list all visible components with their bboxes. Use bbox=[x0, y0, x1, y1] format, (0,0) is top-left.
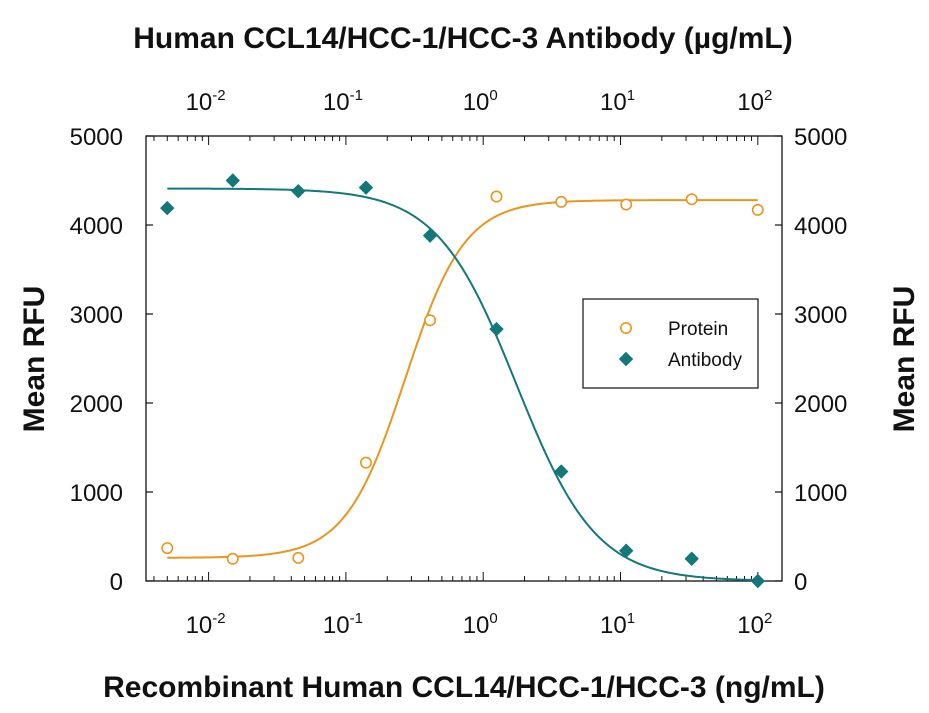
axis-ticks: 0 0 1000 1000 2000 2000 3000 3000 4000 4000 5000 50… bbox=[70, 87, 848, 639]
x-tick-label-top: 100 bbox=[463, 87, 498, 116]
protein-point bbox=[490, 190, 503, 203]
antibody-point bbox=[422, 228, 438, 243]
data-points bbox=[160, 173, 766, 589]
legend-label-antibody: Antibody bbox=[668, 350, 742, 371]
fit-curve-protein bbox=[167, 199, 758, 559]
antibody-point bbox=[750, 573, 766, 589]
legend-marker-antibody bbox=[618, 351, 634, 367]
x-tick-label-bottom: 10-2 bbox=[186, 610, 226, 639]
antibody-point bbox=[489, 321, 504, 337]
x-tick-label-bottom: 100 bbox=[463, 610, 498, 639]
x-tick-label-top: 101 bbox=[600, 87, 635, 116]
antibody-point bbox=[291, 183, 306, 199]
chart-title: Human CCL14/HCC-1/HCC-3 Antibody (µg/mL) bbox=[133, 22, 793, 55]
legend-box bbox=[582, 298, 759, 389]
protein-point bbox=[555, 195, 568, 208]
x-axis-label: Recombinant Human CCL14/HCC-1/HCC-3 (ng/… bbox=[103, 671, 825, 704]
y-tick-label-left: 4000 bbox=[70, 213, 123, 240]
protein-point bbox=[226, 552, 239, 565]
fit-curve-antibody bbox=[167, 187, 758, 582]
y-tick-label-left: 1000 bbox=[70, 480, 123, 507]
y-tick-label-left: 2000 bbox=[70, 391, 123, 418]
y-axis-label-left: Mean RFU bbox=[18, 286, 51, 433]
antibody-point bbox=[684, 551, 699, 566]
y-tick-label-right: 0 bbox=[794, 569, 807, 596]
x-tick-label-top: 10-1 bbox=[323, 87, 363, 116]
y-axis-label-right: Mean RFU bbox=[888, 286, 921, 433]
legend-label-protein: Protein bbox=[668, 319, 728, 340]
y-tick-label-left: 5000 bbox=[70, 124, 123, 151]
x-tick-label-top: 102 bbox=[737, 87, 772, 116]
y-tick-label-right: 1000 bbox=[794, 480, 847, 507]
y-tick-label-left: 3000 bbox=[70, 302, 123, 329]
protein-point bbox=[161, 542, 174, 555]
antibody-point bbox=[225, 173, 240, 188]
fit-curves bbox=[167, 187, 758, 582]
protein-point bbox=[424, 314, 437, 327]
protein-point bbox=[359, 456, 372, 469]
y-tick-label-right: 5000 bbox=[794, 124, 847, 151]
y-tick-label-right: 3000 bbox=[794, 302, 847, 329]
y-tick-label-right: 2000 bbox=[794, 391, 847, 418]
legend-marker-protein bbox=[619, 321, 632, 334]
x-tick-label-bottom: 10-1 bbox=[323, 610, 363, 639]
antibody-point bbox=[554, 464, 569, 479]
antibody-point bbox=[358, 180, 374, 195]
plot-frame bbox=[145, 135, 783, 582]
y-tick-label-left: 0 bbox=[110, 569, 123, 596]
protein-point bbox=[620, 198, 633, 211]
y-tick-label-right: 4000 bbox=[794, 213, 847, 240]
antibody-point bbox=[160, 200, 175, 216]
protein-point bbox=[751, 203, 764, 216]
x-tick-label-top: 10-2 bbox=[186, 87, 226, 116]
protein-point bbox=[292, 551, 305, 564]
protein-point bbox=[685, 193, 698, 206]
x-tick-label-bottom: 101 bbox=[600, 610, 635, 639]
antibody-point bbox=[618, 543, 634, 558]
legend: Protein Antibody bbox=[582, 298, 759, 389]
x-tick-label-bottom: 102 bbox=[737, 610, 772, 639]
